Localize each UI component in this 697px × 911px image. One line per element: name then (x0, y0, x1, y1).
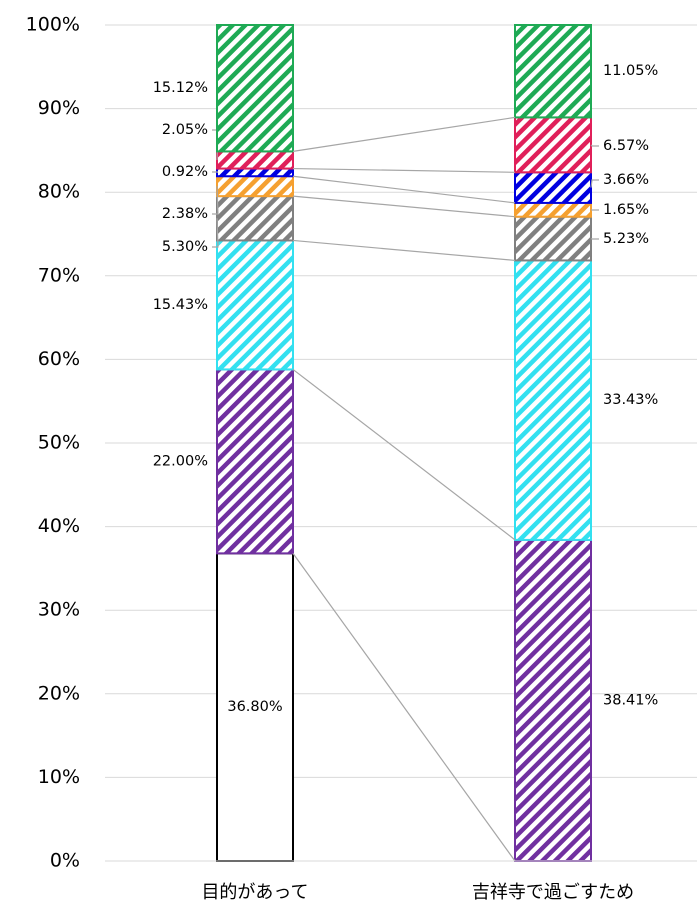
y-tick-label: 70% (38, 264, 80, 286)
y-tick-label: 60% (38, 348, 80, 370)
series-line (292, 167, 516, 173)
y-tick-label: 20% (38, 682, 80, 704)
bar-segment (216, 368, 294, 555)
value-label: 2.05% (162, 122, 208, 138)
bar-segment (514, 116, 592, 174)
value-label: 0.92% (162, 164, 208, 180)
bar-segment (514, 215, 592, 262)
value-label: 2.38% (162, 206, 208, 222)
x-tick-label: 吉祥寺で過ごすため (472, 882, 634, 903)
value-label: 11.05% (603, 63, 658, 79)
series-line (292, 553, 516, 862)
value-label: 5.23% (603, 231, 649, 247)
bar-segment (514, 259, 592, 541)
value-label: 15.43% (153, 297, 208, 313)
bar-segment (514, 538, 592, 862)
series-line (292, 116, 516, 152)
bar-segment (216, 175, 294, 198)
value-label: 22.00% (153, 453, 208, 469)
value-label: 1.65% (603, 202, 649, 218)
value-label: 3.66% (603, 172, 649, 188)
bar-segment (216, 239, 294, 371)
y-tick-label: 50% (38, 432, 80, 454)
bar-segment (216, 24, 294, 153)
bar-segment (216, 552, 294, 862)
series-line (292, 175, 516, 204)
value-label: 33.43% (603, 392, 658, 408)
bar-segment (514, 24, 592, 119)
bar-segment (514, 171, 592, 204)
bar-segment (514, 201, 592, 218)
series-line (292, 368, 516, 541)
y-tick-label: 30% (38, 599, 80, 621)
y-tick-label: 90% (38, 97, 80, 119)
series-line (292, 239, 516, 262)
value-label: 6.57% (603, 138, 649, 154)
value-label: 15.12% (153, 80, 208, 96)
y-tick-label: 0% (50, 850, 80, 872)
leader-line (212, 186, 219, 215)
value-label: 5.30% (162, 239, 208, 255)
y-tick-label: 100% (26, 14, 80, 36)
value-label: 38.41% (603, 692, 658, 708)
y-tick-label: 10% (38, 766, 80, 788)
y-tick-label: 80% (38, 181, 80, 203)
x-tick-label: 目的があって (201, 882, 308, 903)
value-label: 36.80% (227, 699, 282, 715)
bar-segment (216, 150, 294, 170)
leader-line (212, 218, 219, 248)
leader-line (590, 179, 599, 188)
bar-segment (216, 195, 294, 242)
leader-line (590, 144, 599, 147)
series-line (292, 195, 516, 218)
bar-segment (216, 167, 294, 178)
y-tick-label: 40% (38, 515, 80, 537)
